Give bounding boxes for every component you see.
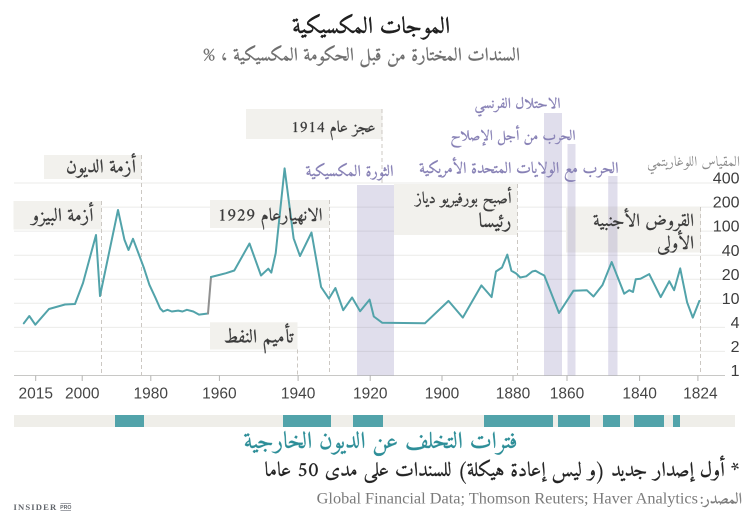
svg-text:1920: 1920 (353, 386, 388, 403)
svg-text:10: 10 (722, 291, 740, 308)
svg-text:2015: 2015 (18, 386, 52, 403)
svg-text:20: 20 (722, 267, 740, 284)
svg-text:1980: 1980 (134, 386, 169, 403)
svg-text:40: 40 (722, 243, 740, 260)
svg-text:1840: 1840 (622, 386, 657, 403)
svg-text:200: 200 (713, 195, 740, 212)
svg-text:400: 400 (713, 171, 740, 188)
svg-text:1880: 1880 (496, 386, 531, 403)
svg-text:1860: 1860 (550, 386, 585, 403)
svg-text:2000: 2000 (65, 386, 100, 403)
svg-text:1824: 1824 (683, 386, 718, 403)
svg-text:INSIDER: INSIDER (14, 502, 58, 512)
svg-text:1940: 1940 (281, 386, 316, 403)
svg-text:PRO: PRO (60, 505, 71, 511)
svg-text:1: 1 (731, 363, 740, 380)
svg-text:2: 2 (731, 339, 740, 356)
svg-text:4: 4 (731, 315, 740, 332)
svg-text:1900: 1900 (425, 386, 460, 403)
svg-text:100: 100 (713, 219, 740, 236)
svg-text:1960: 1960 (202, 386, 237, 403)
svg-text:Global Financial Data; Thomson: Global Financial Data; Thomson Reuters; … (317, 489, 698, 508)
